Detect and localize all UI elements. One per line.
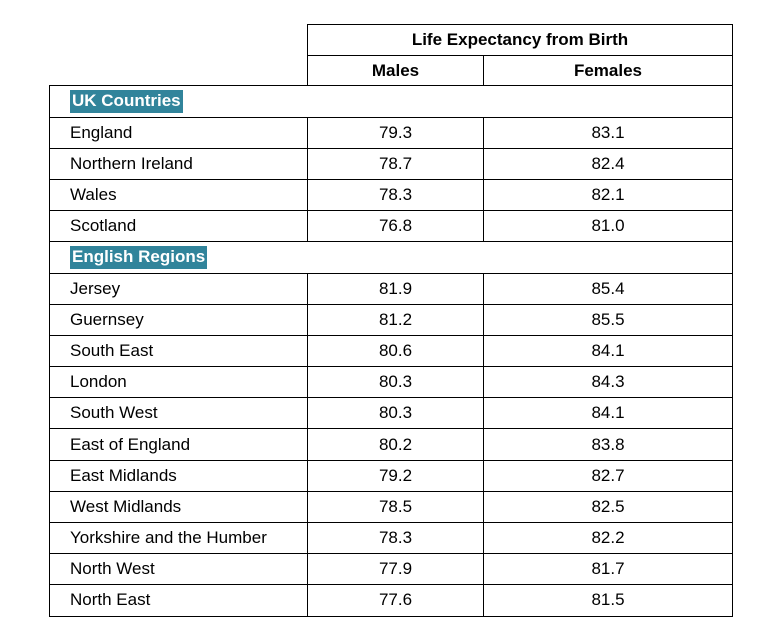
females-value-cell: 84.1 [483, 398, 733, 430]
region-name-cell: Scotland [49, 211, 307, 243]
header-females: Females [483, 55, 733, 87]
males-value-cell: 81.9 [307, 273, 483, 305]
region-name-cell: Northern Ireland [49, 148, 307, 180]
females-value-cell: 81.0 [483, 211, 733, 243]
males-value-cell: 80.6 [307, 335, 483, 368]
males-value-cell: 78.3 [307, 179, 483, 212]
males-value-cell: 79.2 [307, 460, 483, 492]
table-row: England 79.3 83.1 [49, 117, 733, 149]
table-row: East Midlands 79.2 82.7 [49, 460, 733, 492]
subheader-blank-cell [49, 55, 307, 87]
table-header-row: Life Expectancy from Birth [49, 24, 733, 56]
region-name-cell: East Midlands [49, 460, 307, 492]
section-row: English Regions [49, 242, 733, 274]
males-value-cell: 81.2 [307, 304, 483, 336]
males-value-cell: 80.3 [307, 398, 483, 430]
females-value-cell: 85.4 [483, 273, 733, 305]
table-row: East of England 80.2 83.8 [49, 429, 733, 461]
table-row: Jersey 81.9 85.4 [49, 273, 733, 305]
males-value-cell: 78.7 [307, 148, 483, 180]
females-value-cell: 85.5 [483, 304, 733, 336]
table-row: Scotland 76.8 81.0 [49, 211, 733, 243]
table-row: South West 80.3 84.1 [49, 398, 733, 430]
females-value-cell: 83.1 [483, 117, 733, 149]
table-row: Wales 78.3 82.1 [49, 179, 733, 212]
region-name-cell: East of England [49, 429, 307, 461]
life-expectancy-table: Life Expectancy from Birth Males Females… [49, 24, 733, 617]
section-cell: UK Countries [49, 86, 733, 118]
table-row: Northern Ireland 78.7 82.4 [49, 148, 733, 180]
females-value-cell: 84.3 [483, 367, 733, 399]
section-row: UK Countries [49, 86, 733, 118]
region-name-cell: South East [49, 335, 307, 368]
region-name-cell: South West [49, 398, 307, 430]
section-label: English Regions [70, 245, 208, 269]
females-value-cell: 81.7 [483, 554, 733, 586]
header-group-title: Life Expectancy from Birth [307, 24, 733, 56]
table-row: North East 77.6 81.5 [49, 585, 733, 617]
region-name-cell: North East [49, 585, 307, 617]
females-value-cell: 84.1 [483, 335, 733, 368]
section-label: UK Countries [70, 89, 183, 113]
region-name-cell: Yorkshire and the Humber [49, 523, 307, 555]
region-name-cell: North West [49, 554, 307, 586]
males-value-cell: 77.9 [307, 554, 483, 586]
table-row: Guernsey 81.2 85.5 [49, 304, 733, 336]
header-males: Males [307, 55, 483, 87]
females-value-cell: 82.2 [483, 523, 733, 555]
table-row: South East 80.6 84.1 [49, 335, 733, 368]
males-value-cell: 78.5 [307, 491, 483, 523]
table-row: North West 77.9 81.7 [49, 554, 733, 586]
males-value-cell: 79.3 [307, 117, 483, 149]
females-value-cell: 82.1 [483, 179, 733, 212]
region-name-cell: England [49, 117, 307, 149]
header-blank-cell [49, 24, 307, 55]
table-row: West Midlands 78.5 82.5 [49, 491, 733, 523]
region-name-cell: Guernsey [49, 304, 307, 336]
females-value-cell: 82.7 [483, 460, 733, 492]
females-value-cell: 82.5 [483, 491, 733, 523]
males-value-cell: 77.6 [307, 585, 483, 617]
region-name-cell: Jersey [49, 273, 307, 305]
table-body: UK Countries England 79.3 83.1 Northern Irel… [49, 86, 733, 617]
females-value-cell: 82.4 [483, 148, 733, 180]
females-value-cell: 81.5 [483, 585, 733, 617]
region-name-cell: London [49, 367, 307, 399]
region-name-cell: West Midlands [49, 491, 307, 523]
section-cell: English Regions [49, 242, 733, 274]
males-value-cell: 76.8 [307, 211, 483, 243]
males-value-cell: 80.3 [307, 367, 483, 399]
table-subheader-row: Males Females [49, 55, 733, 87]
table-row: Yorkshire and the Humber 78.3 82.2 [49, 523, 733, 555]
region-name-cell: Wales [49, 179, 307, 212]
males-value-cell: 80.2 [307, 429, 483, 461]
males-value-cell: 78.3 [307, 523, 483, 555]
table-row: London 80.3 84.3 [49, 367, 733, 399]
females-value-cell: 83.8 [483, 429, 733, 461]
